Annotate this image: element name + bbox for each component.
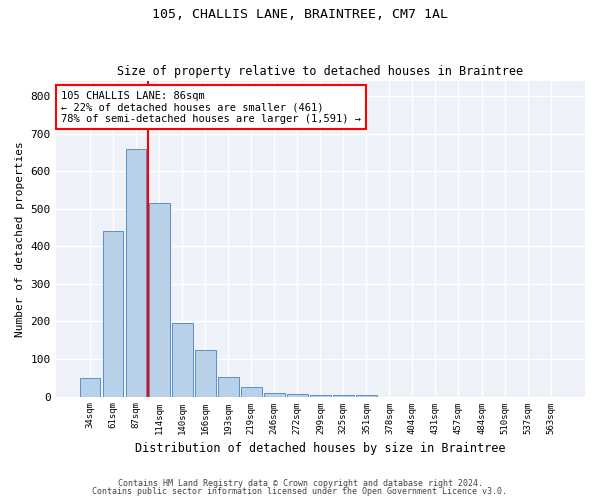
Bar xyxy=(103,232,124,396)
Title: Size of property relative to detached houses in Braintree: Size of property relative to detached ho… xyxy=(117,66,523,78)
Bar xyxy=(287,394,308,396)
Text: 105, CHALLIS LANE, BRAINTREE, CM7 1AL: 105, CHALLIS LANE, BRAINTREE, CM7 1AL xyxy=(152,8,448,20)
Bar xyxy=(172,324,193,396)
Text: 105 CHALLIS LANE: 86sqm
← 22% of detached houses are smaller (461)
78% of semi-d: 105 CHALLIS LANE: 86sqm ← 22% of detache… xyxy=(61,90,361,124)
Bar xyxy=(149,203,170,396)
X-axis label: Distribution of detached houses by size in Braintree: Distribution of detached houses by size … xyxy=(135,442,506,455)
Bar xyxy=(80,378,100,396)
Bar xyxy=(356,394,377,396)
Bar xyxy=(333,394,354,396)
Bar xyxy=(310,394,331,396)
Bar xyxy=(126,148,146,396)
Y-axis label: Number of detached properties: Number of detached properties xyxy=(15,141,25,336)
Bar xyxy=(195,350,215,397)
Bar xyxy=(218,377,239,396)
Bar xyxy=(241,387,262,396)
Bar xyxy=(264,393,284,396)
Text: Contains HM Land Registry data © Crown copyright and database right 2024.: Contains HM Land Registry data © Crown c… xyxy=(118,478,482,488)
Text: Contains public sector information licensed under the Open Government Licence v3: Contains public sector information licen… xyxy=(92,487,508,496)
